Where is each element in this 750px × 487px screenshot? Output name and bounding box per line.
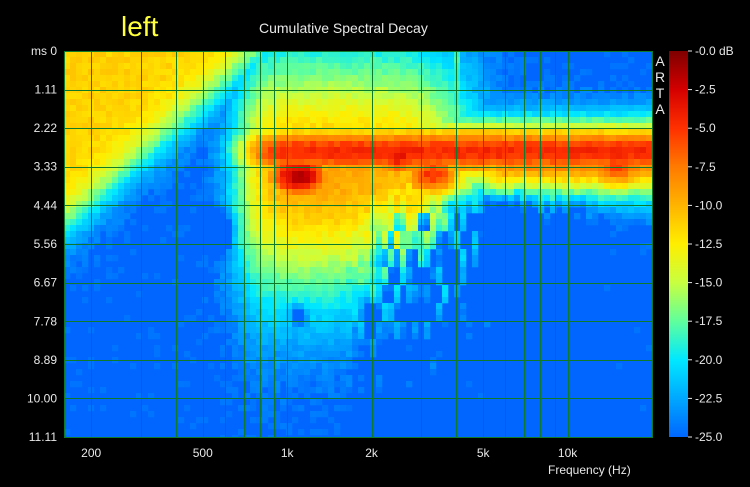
x-tick-label: 5k (477, 446, 491, 460)
y-tick-label: 11.11 (29, 430, 58, 444)
watermark-letter: A (655, 53, 665, 69)
y-tick-label: 7.78 (34, 314, 58, 328)
x-tick-label: 10k (558, 446, 578, 460)
watermark-letter: R (655, 69, 665, 85)
plot-area (64, 51, 653, 438)
x-tick-label: 2k (365, 446, 379, 460)
channel-label: left (121, 11, 159, 42)
colorbar-tick-label: -20.0 (695, 353, 723, 367)
colorbar-scale: -0.0 dB -2.5 -5.0 -7.5 -10.0 -12.5 -15.0 -17.5 -… (688, 44, 734, 444)
y-tick-label: 2.22 (34, 121, 58, 135)
colorbar-tick-label: -15.0 (695, 276, 723, 290)
x-tick-label: 500 (193, 446, 213, 460)
colorbar-tick-label: -5.0 (695, 121, 716, 135)
y-tick-label: 6.67 (34, 276, 58, 290)
colorbar-tick-label: -25.0 (695, 430, 723, 444)
colorbar-tick-label: -10.0 (695, 198, 723, 212)
x-axis: 200 500 1k 2k 5k 10k (81, 446, 578, 460)
y-tick-label: 3.33 (34, 160, 58, 174)
colorbar-tick-label: -2.5 (695, 83, 716, 97)
y-tick-label: 5.56 (34, 237, 58, 251)
y-tick-label: 10.00 (27, 391, 57, 405)
colorbar-tick-label: -17.5 (695, 314, 723, 328)
x-axis-label: Frequency (Hz) (548, 463, 631, 477)
y-axis: ms 0 1.11 2.22 3.33 4.44 5.56 6.67 7.78 8.89 10.0… (27, 44, 57, 444)
y-tick-label: 1.11 (35, 83, 58, 97)
x-tick-label: 200 (81, 446, 101, 460)
grid-lines (64, 51, 653, 438)
chart-title: Cumulative Spectral Decay (259, 20, 428, 36)
colorbar-tick-label: -12.5 (695, 237, 723, 251)
y-tick-label: 4.44 (34, 198, 58, 212)
x-tick-label: 1k (281, 446, 295, 460)
colorbar-tick-label: -0.0 dB (695, 44, 734, 58)
colorbar-tick-label: -22.5 (695, 391, 723, 405)
y-tick-label: 8.89 (34, 353, 58, 367)
watermark-letter: A (655, 101, 665, 117)
y-tick-label: ms 0 (31, 44, 57, 58)
colorbar-tick-label: -7.5 (695, 160, 716, 174)
colorbar (669, 51, 688, 437)
watermark-letter: T (656, 85, 665, 101)
